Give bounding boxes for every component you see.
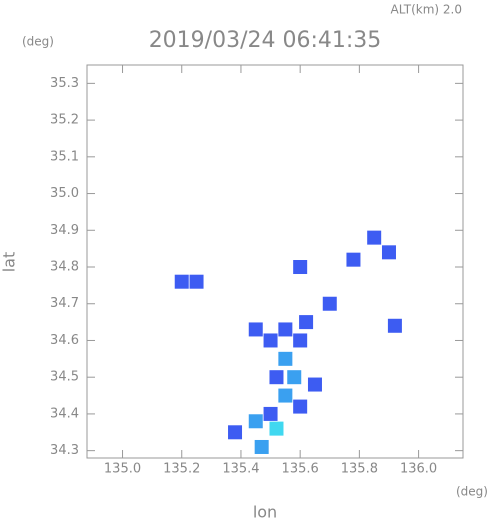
echo: [387, 318, 402, 333]
echo: [278, 322, 293, 337]
echo: [322, 296, 337, 311]
x-unit: (deg): [456, 485, 488, 499]
echo: [287, 370, 302, 385]
echo: [174, 274, 189, 289]
y-tick-label: 35.2: [50, 113, 79, 128]
echo: [307, 377, 322, 392]
x-tick-label: 135.8: [341, 462, 378, 477]
x-tick-label: 135.0: [104, 462, 141, 477]
altitude-label: ALT(km) 2.0: [391, 3, 462, 17]
y-tick-label: 35.0: [50, 186, 79, 201]
y-tick-label: 34.4: [50, 406, 79, 421]
echo: [269, 370, 284, 385]
echo: [367, 230, 382, 245]
echo: [293, 399, 308, 414]
y-tick-label: 34.5: [50, 370, 79, 385]
x-tick-label: 135.4: [222, 462, 259, 477]
y-tick-label: 34.8: [50, 260, 79, 275]
y-tick-label: 34.9: [50, 223, 79, 238]
plot-frame: [86, 64, 464, 459]
y-tick-label: 35.3: [50, 76, 79, 91]
y-unit: (deg): [22, 35, 54, 49]
y-tick-label: 34.7: [50, 296, 79, 311]
echo: [248, 322, 263, 337]
echo: [254, 439, 269, 454]
chart-title: 2019/03/24 06:41:35: [149, 28, 382, 53]
echo: [189, 274, 204, 289]
x-tick-label: 135.6: [282, 462, 319, 477]
echo: [299, 315, 314, 330]
echo: [228, 425, 243, 440]
y-tick-label: 34.3: [50, 443, 79, 458]
y-tick-label: 35.1: [50, 149, 79, 164]
echo: [278, 351, 293, 366]
y-axis-label: lat: [0, 252, 19, 273]
x-tick-label: 136.0: [400, 462, 437, 477]
echo: [263, 333, 278, 348]
echo: [278, 388, 293, 403]
x-axis-label: lon: [253, 503, 277, 521]
echo: [346, 252, 361, 267]
y-tick-label: 34.6: [50, 333, 79, 348]
echo: [293, 260, 308, 275]
echo: [269, 421, 284, 436]
echo: [263, 406, 278, 421]
echo: [248, 414, 263, 429]
echo: [381, 245, 396, 260]
echo: [293, 333, 308, 348]
x-tick-label: 135.2: [163, 462, 200, 477]
